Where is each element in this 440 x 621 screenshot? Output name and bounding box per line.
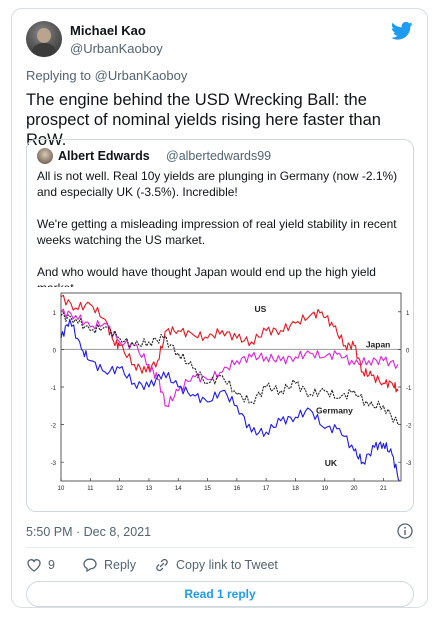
y-tick-label-right: 0: [406, 348, 410, 354]
like-button[interactable]: 9: [26, 557, 55, 573]
x-tick-label: 11: [87, 486, 94, 492]
divider: [26, 547, 414, 548]
x-tick-label: 19: [321, 486, 328, 492]
y-tick-label-right: 1: [406, 311, 410, 317]
heart-icon: [27, 559, 41, 572]
tweet-text: The engine behind the USD Wrecking Ball:…: [26, 91, 381, 149]
y-tick-label-left: 1: [53, 311, 57, 317]
quote-avatar: [37, 148, 53, 164]
copy-link-button[interactable]: Copy link to Tweet: [154, 557, 278, 573]
chart-image: 1 1 0 0 -1 -1 -2 -2 -3 -3 10 11 12 13 14 15 16 17 18 19 20 21…: [27, 287, 413, 511]
y-tick-label-left: -1: [51, 386, 57, 392]
avatar-body: [31, 43, 57, 57]
x-tick-label: 15: [204, 486, 211, 492]
replying-to: Replying to @UrbanKaoboy: [26, 68, 187, 83]
link-icon: [156, 558, 168, 572]
like-count: 9: [48, 558, 55, 572]
read-replies-button[interactable]: Read 1 reply: [26, 581, 414, 607]
y-tick-label-left: -2: [51, 424, 57, 430]
x-tick-label: 12: [116, 486, 123, 492]
x-tick-label: 14: [175, 486, 182, 492]
series-line-germany: [60, 312, 399, 425]
series-label-us: US: [254, 304, 266, 314]
info-icon[interactable]: [397, 523, 413, 539]
series-line-japan: [60, 308, 399, 408]
y-tick-label-right: -1: [406, 386, 412, 392]
replying-handle-link[interactable]: @UrbanKaoboy: [94, 68, 188, 83]
x-tick-label: 17: [263, 486, 270, 492]
series-label-uk: UK: [325, 458, 338, 468]
x-tick-label: 20: [351, 486, 358, 492]
x-tick-label: 10: [58, 486, 65, 492]
avatar[interactable]: [26, 21, 62, 57]
quote-text: All is not well. Real 10y yields are plu…: [37, 168, 402, 312]
plot-frame: [60, 292, 402, 482]
avatar-face: [37, 28, 51, 43]
x-tick-label: 16: [234, 486, 241, 492]
real-yields-chart: 1 10 0-1 -1-2 -2-3 -310 11 12 13 14 15 16 17 18 19 20 21…: [51, 292, 412, 492]
replying-prefix: Replying to: [26, 68, 92, 83]
author-name[interactable]: Michael Kao: [70, 23, 146, 38]
quote-paragraph: All is not well. Real 10y yields are plu…: [37, 169, 398, 199]
y-tick-label-right: -2: [406, 424, 412, 430]
twitter-bird-icon[interactable]: [391, 21, 413, 41]
series-label-japan: Japan: [366, 340, 391, 350]
reply-button[interactable]: Reply: [82, 557, 136, 573]
quote-author-handle: @albertedwards99: [166, 149, 272, 163]
series-label-germany: Germany: [316, 405, 353, 415]
quoted-tweet[interactable]: Albert Edwards @albertedwards99 All is n…: [26, 139, 414, 512]
tweet-card: Michael Kao @UrbanKaoboy Replying to @Ur…: [11, 8, 428, 608]
series-line-us: [60, 294, 399, 393]
y-tick-label-left: 0: [53, 348, 57, 354]
copy-link-label: Copy link to Tweet: [176, 558, 278, 572]
reply-label: Reply: [104, 558, 136, 572]
x-tick-label: 13: [146, 486, 153, 492]
quote-paragraph: We're getting a misleading impression of…: [37, 217, 397, 247]
quote-author-name: Albert Edwards: [58, 149, 150, 163]
y-tick-label-right: -3: [406, 461, 412, 467]
x-tick-label: 18: [292, 486, 299, 492]
author-handle[interactable]: @UrbanKaoboy: [70, 41, 163, 56]
timestamp[interactable]: 5:50 PM · Dec 8, 2021: [26, 525, 152, 539]
x-tick-label: 21: [380, 486, 387, 492]
y-tick-label-left: -3: [51, 461, 57, 467]
reply-icon: [83, 558, 97, 573]
series-line-uk: [60, 318, 400, 482]
